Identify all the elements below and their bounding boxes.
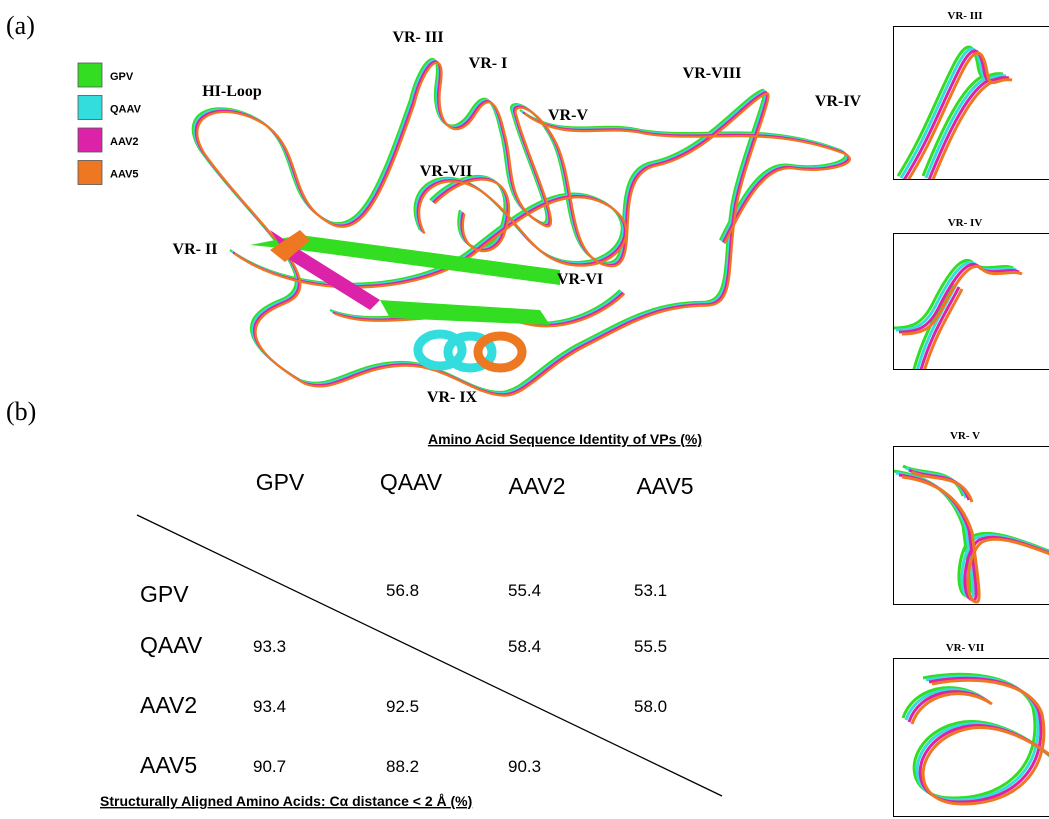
region-label: VR-VIII xyxy=(683,65,742,82)
inset-title: VR- IV xyxy=(948,217,983,229)
beta-strand xyxy=(380,300,550,325)
row-header: AAV2 xyxy=(140,692,197,718)
column-header: AAV2 xyxy=(508,473,565,499)
table-caption: Structurally Aligned Amino Acids: Cα dis… xyxy=(100,793,472,809)
table-cell: 55.4 xyxy=(508,581,541,600)
legend-swatch xyxy=(78,96,102,120)
legend-label: GPV xyxy=(110,71,134,83)
panel-label: (b) xyxy=(6,397,36,426)
table-cell: 90.7 xyxy=(253,757,286,776)
row-header: AAV5 xyxy=(140,752,197,778)
region-label: HI-Loop xyxy=(202,83,262,100)
inset-title: VR- III xyxy=(947,10,982,22)
row-header: GPV xyxy=(140,581,189,607)
table-cell: 55.5 xyxy=(634,637,667,656)
structure-image xyxy=(193,59,850,396)
table-caption: Amino Acid Sequence Identity of VPs (%) xyxy=(428,431,702,447)
inset-frame xyxy=(894,234,1049,370)
table-cell: 88.2 xyxy=(386,757,419,776)
table-cell: 58.4 xyxy=(508,637,541,656)
table-cell: 90.3 xyxy=(508,757,541,776)
table-cell: 53.1 xyxy=(634,581,667,600)
legend-label: QAAV xyxy=(110,104,142,116)
page: (a) (b) Amino Acid Sequence Identity of … xyxy=(0,0,1049,819)
table-cell: 58.0 xyxy=(634,697,667,716)
backbone-trace xyxy=(232,179,624,285)
inset-image xyxy=(903,674,1049,804)
column-header: GPV xyxy=(256,469,305,495)
region-label: VR-VI xyxy=(557,271,603,288)
table-cell: 56.8 xyxy=(386,581,419,600)
region-label: VR- IX xyxy=(427,389,478,406)
legend-swatch xyxy=(78,63,102,87)
table-cell: 93.4 xyxy=(253,697,286,716)
region-label: VR-VII xyxy=(420,163,472,180)
inset-image xyxy=(893,466,1049,602)
legend-swatch xyxy=(78,161,102,185)
legend-label: AAV2 xyxy=(110,136,139,148)
region-label: VR-V xyxy=(548,107,588,124)
column-header: QAAV xyxy=(380,469,443,495)
region-label: VR- III xyxy=(392,29,443,46)
region-label: VR-IV xyxy=(815,93,862,110)
table-cell: 92.5 xyxy=(386,697,419,716)
inset-title: VR- VII xyxy=(946,642,985,654)
row-header: QAAV xyxy=(140,632,203,658)
inset-image xyxy=(893,260,1022,379)
panel-label: (a) xyxy=(6,11,35,40)
helix xyxy=(478,336,522,368)
column-header: AAV5 xyxy=(636,473,693,499)
inset-image xyxy=(898,47,1012,182)
table-cell: 93.3 xyxy=(253,637,286,656)
region-label: VR- II xyxy=(173,241,218,258)
region-label: VR- I xyxy=(469,55,508,72)
inset-title: VR- V xyxy=(950,430,980,442)
legend-label: AAV5 xyxy=(110,169,139,181)
legend-swatch xyxy=(78,128,102,152)
figure: (a) (b) Amino Acid Sequence Identity of … xyxy=(0,0,1049,819)
